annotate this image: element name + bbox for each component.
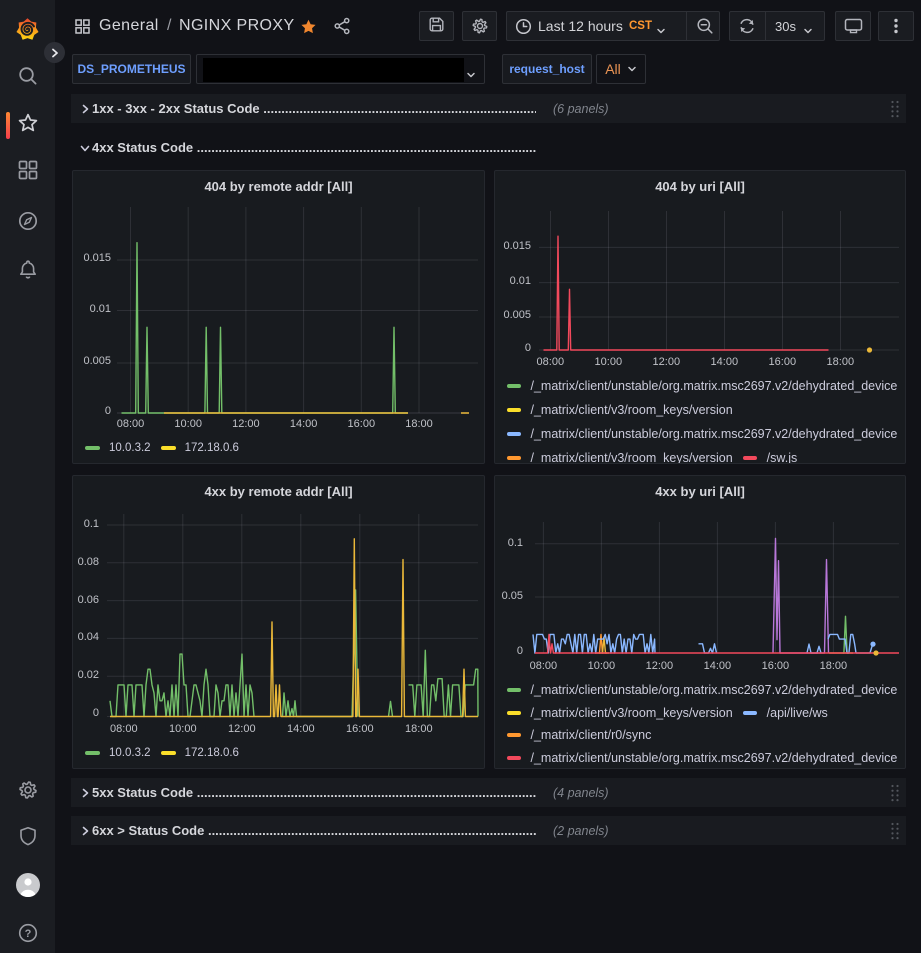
svg-text:?: ?: [24, 928, 31, 940]
